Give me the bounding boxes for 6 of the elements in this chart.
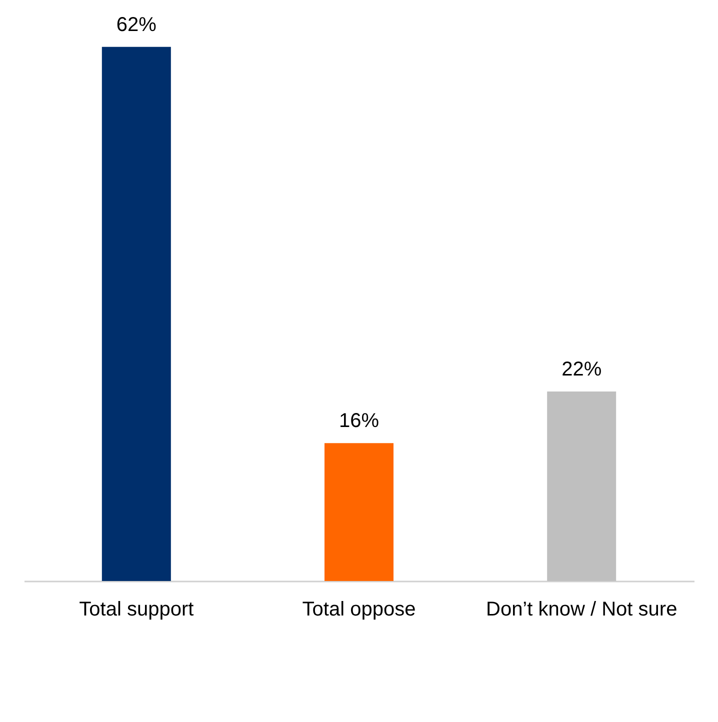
x-tick-label: Total support [79, 598, 194, 620]
x-tick-label: Don’t know / Not sure [486, 598, 678, 620]
data-label: 22% [562, 358, 602, 380]
data-label: 62% [116, 14, 157, 36]
data-label: 16% [338, 410, 380, 432]
x-tick-label: Total oppose [302, 598, 416, 620]
